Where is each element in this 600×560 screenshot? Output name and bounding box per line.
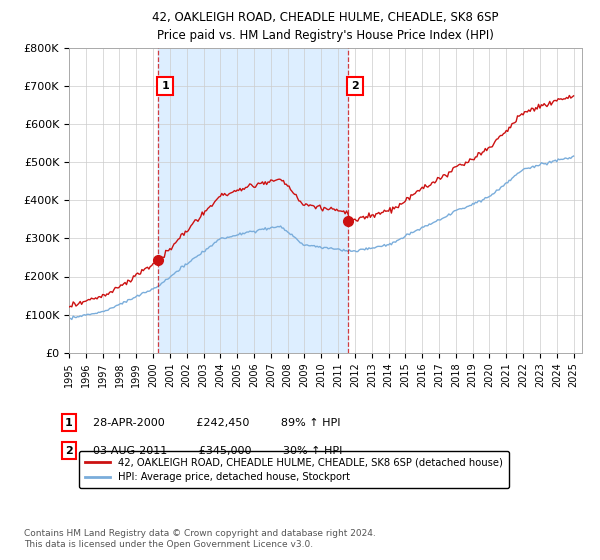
Text: 28-APR-2000         £242,450         89% ↑ HPI: 28-APR-2000 £242,450 89% ↑ HPI	[93, 418, 341, 428]
Text: 1: 1	[65, 418, 73, 428]
Text: 1: 1	[161, 81, 169, 91]
Title: 42, OAKLEIGH ROAD, CHEADLE HULME, CHEADLE, SK8 6SP
Price paid vs. HM Land Regist: 42, OAKLEIGH ROAD, CHEADLE HULME, CHEADL…	[152, 11, 499, 42]
Text: Contains HM Land Registry data © Crown copyright and database right 2024.
This d: Contains HM Land Registry data © Crown c…	[24, 529, 376, 549]
Bar	[158, 48, 348, 353]
Text: 2: 2	[351, 81, 359, 91]
Legend: 42, OAKLEIGH ROAD, CHEADLE HULME, CHEADLE, SK8 6SP (detached house), HPI: Averag: 42, OAKLEIGH ROAD, CHEADLE HULME, CHEADL…	[79, 451, 509, 488]
Text: 03-AUG-2011         £345,000         30% ↑ HPI: 03-AUG-2011 £345,000 30% ↑ HPI	[93, 446, 343, 456]
Text: 2: 2	[65, 446, 73, 456]
